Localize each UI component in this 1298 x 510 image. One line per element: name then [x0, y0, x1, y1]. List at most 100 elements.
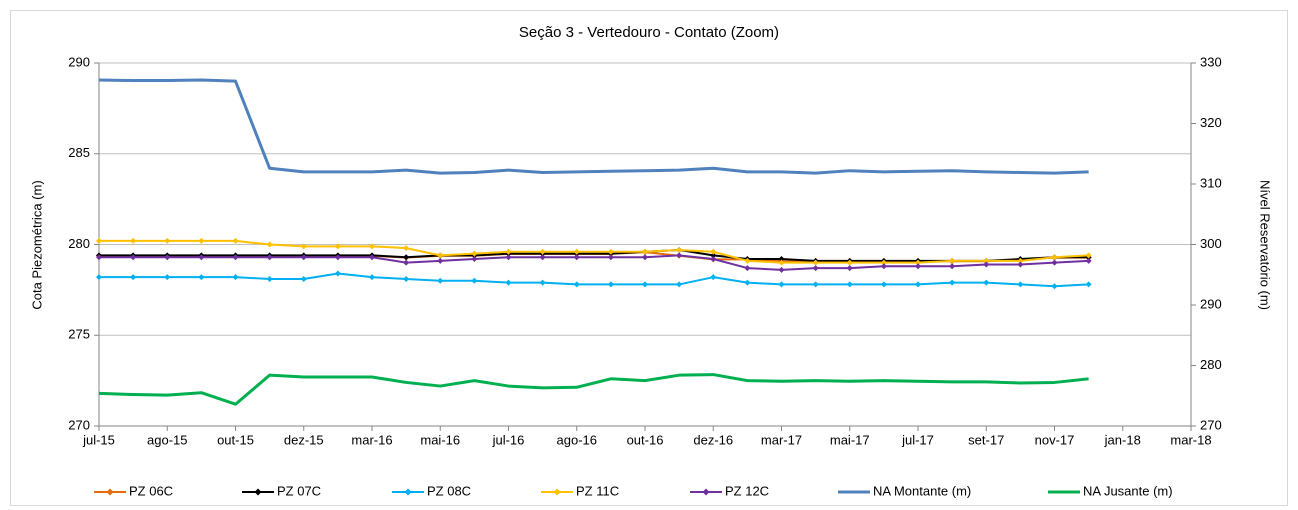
x-tick-label: mai-17: [830, 432, 870, 447]
series-marker: [198, 254, 205, 261]
series-marker: [880, 259, 887, 266]
series-line: [98, 78, 1089, 175]
series-marker: [880, 281, 887, 288]
series-marker: [1085, 252, 1092, 259]
series-line: [99, 248, 1089, 262]
series-marker: [846, 259, 853, 266]
series-line: [98, 373, 1089, 406]
series-marker: [164, 274, 171, 281]
series-marker: [266, 241, 273, 248]
series-marker: [710, 252, 717, 259]
series-marker: [778, 281, 785, 288]
series-marker: [539, 254, 546, 261]
series-marker: [437, 257, 444, 264]
series-marker: [198, 274, 205, 281]
x-tick-label: dez-16: [693, 432, 733, 447]
legend-marker: [254, 488, 262, 496]
series-marker: [300, 243, 307, 250]
y-axis-label: Cota Piezométrica (m): [29, 180, 44, 309]
series-marker: [266, 275, 273, 282]
series-marker: [983, 279, 990, 286]
series-marker: [403, 254, 410, 261]
series-marker: [539, 279, 546, 286]
y2-axis-label: Nível Reservatório (m): [1258, 180, 1273, 310]
series-marker: [812, 259, 819, 266]
y2-tick-label: 330: [1200, 54, 1222, 69]
x-tick-label: mar-18: [1170, 432, 1211, 447]
series-marker: [505, 254, 512, 261]
x-tick-label: jul-16: [492, 432, 525, 447]
series-marker: [403, 259, 410, 266]
series-marker: [983, 261, 990, 268]
series-marker: [403, 245, 410, 252]
series-marker: [573, 254, 580, 261]
x-tick-label: jul-15: [82, 432, 115, 447]
series-marker: [915, 281, 921, 288]
series-marker: [983, 257, 990, 264]
legend-label: PZ 12C: [725, 483, 769, 498]
series-marker: [607, 248, 614, 255]
series-marker: [1051, 283, 1058, 290]
series-marker: [164, 254, 171, 261]
series-marker: [505, 248, 512, 255]
series-marker: [232, 237, 239, 244]
series-marker: [1017, 281, 1024, 288]
series-marker: [642, 254, 648, 261]
x-tick-label: mar-17: [761, 432, 802, 447]
series-marker: [778, 259, 785, 266]
series-marker: [846, 265, 853, 272]
chart-title: Seção 3 - Vertedouro - Contato (Zoom): [519, 24, 779, 41]
series-marker: [744, 257, 751, 264]
series-marker: [676, 281, 683, 288]
series-marker: [96, 254, 102, 261]
x-tick-label: nov-17: [1035, 432, 1075, 447]
series-marker: [607, 254, 614, 261]
x-tick-label: ago-15: [147, 432, 187, 447]
series-marker: [1017, 261, 1024, 268]
series-marker: [744, 265, 751, 272]
x-tick-label: dez-15: [284, 432, 324, 447]
series-marker: [198, 237, 205, 244]
series-marker: [1017, 257, 1024, 264]
legend-label: NA Montante (m): [873, 483, 971, 498]
series-marker: [710, 256, 717, 263]
legend-marker: [404, 488, 412, 496]
series-marker: [642, 248, 648, 255]
series-marker: [300, 275, 307, 282]
x-tick-label: out-16: [627, 432, 664, 447]
x-tick-label: mar-16: [351, 432, 392, 447]
series-marker: [232, 254, 239, 261]
x-tick-label: jul-17: [901, 432, 934, 447]
series-marker: [949, 263, 956, 270]
series-marker: [642, 281, 648, 288]
series-marker: [471, 250, 478, 257]
series-marker: [949, 279, 956, 286]
y2-tick-label: 320: [1200, 115, 1222, 130]
y2-tick-label: 270: [1200, 417, 1222, 432]
series-marker: [300, 254, 307, 261]
legend-marker: [702, 488, 710, 496]
series-marker: [676, 252, 683, 259]
series-marker: [232, 274, 239, 281]
series-marker: [437, 277, 444, 284]
y2-tick-label: 310: [1200, 175, 1222, 190]
series-marker: [96, 237, 102, 244]
series-marker: [607, 281, 614, 288]
series-marker: [334, 254, 341, 261]
legend-label: PZ 06C: [129, 483, 173, 498]
series-marker: [505, 279, 512, 286]
series-marker: [266, 254, 273, 261]
series-marker: [880, 263, 887, 270]
x-tick-label: mai-16: [420, 432, 460, 447]
series-marker: [915, 259, 921, 266]
series-marker: [164, 237, 171, 244]
x-tick-label: jan-18: [1104, 432, 1141, 447]
series-marker: [130, 274, 137, 281]
series-marker: [949, 257, 956, 264]
series-line: [99, 272, 1089, 288]
y2-tick-label: 280: [1200, 357, 1222, 372]
legend-marker: [106, 488, 114, 496]
y2-tick-label: 290: [1200, 296, 1222, 311]
series-marker: [369, 243, 375, 250]
